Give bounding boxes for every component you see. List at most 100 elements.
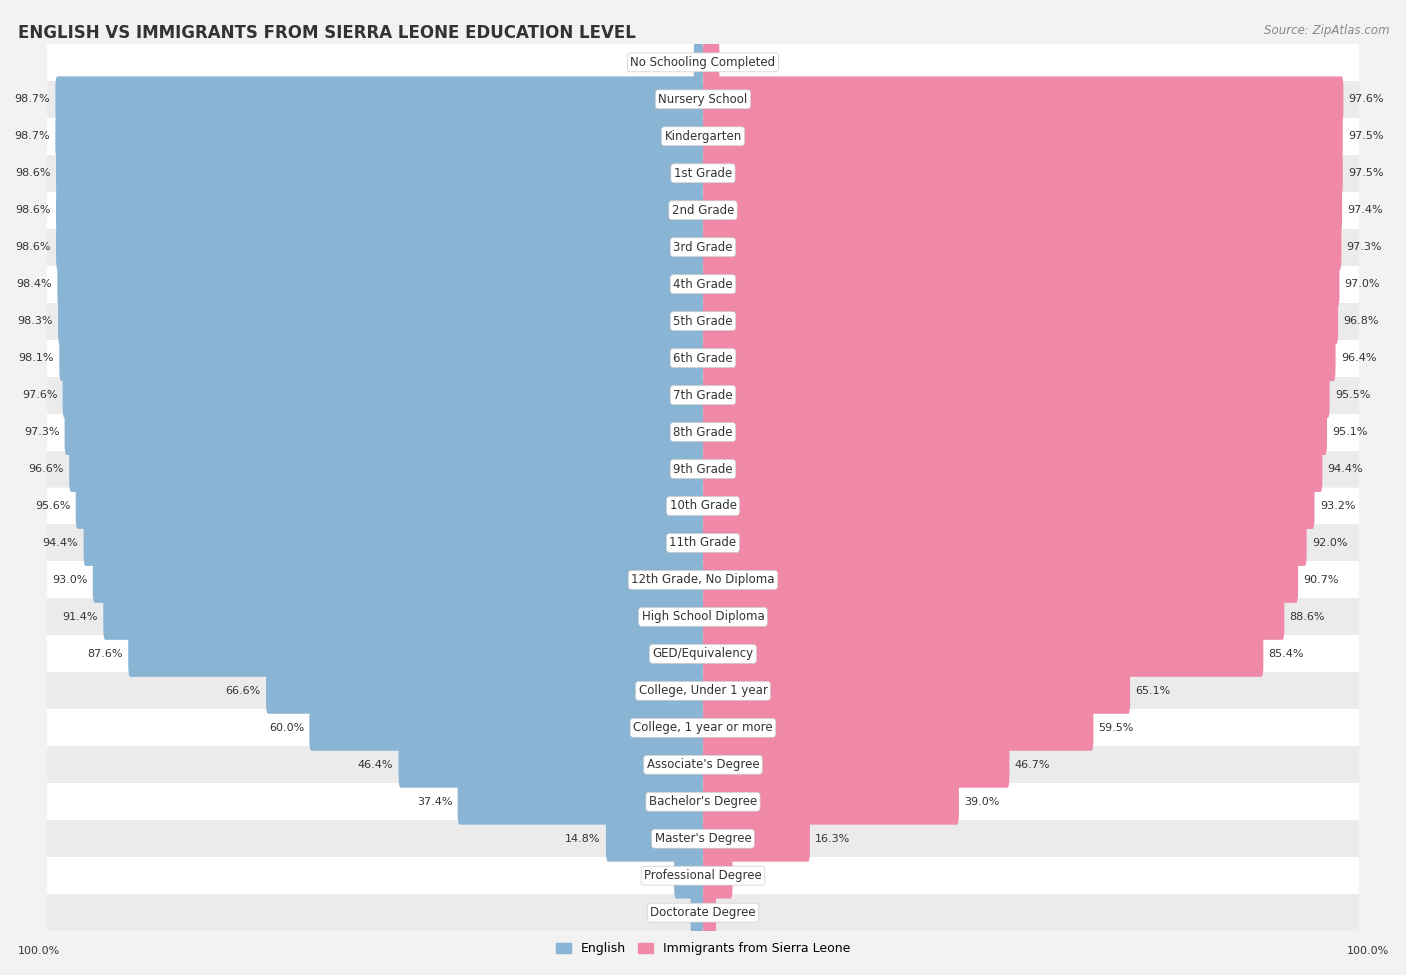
FancyBboxPatch shape [703,113,1343,159]
Text: Associate's Degree: Associate's Degree [647,759,759,771]
FancyBboxPatch shape [703,447,1323,492]
Text: 1.4%: 1.4% [661,58,689,67]
Text: 95.5%: 95.5% [1334,390,1371,400]
FancyBboxPatch shape [690,890,703,936]
Text: 1st Grade: 1st Grade [673,167,733,179]
Text: 4th Grade: 4th Grade [673,278,733,291]
Text: 14.8%: 14.8% [565,834,600,843]
Text: 60.0%: 60.0% [269,722,304,733]
Bar [46,599,1360,636]
Text: 88.6%: 88.6% [1289,612,1324,622]
FancyBboxPatch shape [703,187,1343,233]
Text: GED/Equivalency: GED/Equivalency [652,647,754,660]
FancyBboxPatch shape [673,853,703,899]
Text: 8th Grade: 8th Grade [673,425,733,439]
FancyBboxPatch shape [703,483,1315,528]
Text: 93.0%: 93.0% [52,575,87,585]
FancyBboxPatch shape [703,520,1306,566]
Bar [46,525,1360,562]
Text: High School Diploma: High School Diploma [641,610,765,623]
FancyBboxPatch shape [703,298,1339,344]
Bar [46,118,1360,155]
Text: ENGLISH VS IMMIGRANTS FROM SIERRA LEONE EDUCATION LEVEL: ENGLISH VS IMMIGRANTS FROM SIERRA LEONE … [18,24,636,42]
Bar [46,265,1360,302]
Bar [46,302,1360,339]
FancyBboxPatch shape [55,113,703,159]
FancyBboxPatch shape [703,261,1340,307]
Text: 66.6%: 66.6% [225,685,260,696]
Text: 98.1%: 98.1% [18,353,53,363]
Text: 5th Grade: 5th Grade [673,315,733,328]
FancyBboxPatch shape [128,631,703,677]
Text: 2.5%: 2.5% [724,58,754,67]
Text: 98.7%: 98.7% [14,95,51,104]
Text: 4.4%: 4.4% [640,871,669,880]
Text: College, Under 1 year: College, Under 1 year [638,684,768,697]
FancyBboxPatch shape [56,187,703,233]
Text: 97.4%: 97.4% [1347,205,1384,215]
Text: 90.7%: 90.7% [1303,575,1339,585]
Bar [46,562,1360,599]
FancyBboxPatch shape [55,76,703,122]
Text: No Schooling Completed: No Schooling Completed [630,56,776,69]
Text: 4.5%: 4.5% [738,871,766,880]
Text: 16.3%: 16.3% [815,834,851,843]
FancyBboxPatch shape [56,224,703,270]
FancyBboxPatch shape [693,39,703,85]
Text: 9th Grade: 9th Grade [673,462,733,476]
Text: 85.4%: 85.4% [1268,648,1305,659]
Text: 87.6%: 87.6% [87,648,122,659]
FancyBboxPatch shape [606,816,703,862]
FancyBboxPatch shape [59,335,703,381]
Bar [46,44,1360,81]
Text: 39.0%: 39.0% [965,797,1000,806]
Text: 96.8%: 96.8% [1343,316,1379,327]
Text: 37.4%: 37.4% [416,797,453,806]
Text: 98.7%: 98.7% [14,132,51,141]
Text: 59.5%: 59.5% [1098,722,1135,733]
Text: 65.1%: 65.1% [1136,685,1171,696]
FancyBboxPatch shape [703,742,1010,788]
Bar [46,376,1360,413]
Text: 96.6%: 96.6% [28,464,63,474]
Text: 97.6%: 97.6% [22,390,58,400]
Text: 94.4%: 94.4% [42,538,79,548]
Bar [46,820,1360,857]
Text: 12th Grade, No Diploma: 12th Grade, No Diploma [631,573,775,586]
Text: 7th Grade: 7th Grade [673,389,733,402]
FancyBboxPatch shape [56,150,703,196]
Bar [46,857,1360,894]
Text: College, 1 year or more: College, 1 year or more [633,722,773,734]
Bar [46,450,1360,488]
Legend: English, Immigrants from Sierra Leone: English, Immigrants from Sierra Leone [551,937,855,960]
FancyBboxPatch shape [703,705,1094,751]
Text: Professional Degree: Professional Degree [644,869,762,882]
FancyBboxPatch shape [58,261,703,307]
Text: 6th Grade: 6th Grade [673,352,733,365]
Text: 98.3%: 98.3% [17,316,53,327]
Text: 97.5%: 97.5% [1348,132,1384,141]
Bar [46,488,1360,525]
Text: 11th Grade: 11th Grade [669,536,737,550]
FancyBboxPatch shape [703,76,1343,122]
Text: 97.3%: 97.3% [24,427,59,437]
FancyBboxPatch shape [398,742,703,788]
Bar [46,673,1360,709]
Text: 100.0%: 100.0% [1347,946,1389,956]
FancyBboxPatch shape [703,853,733,899]
Text: 1.9%: 1.9% [657,908,685,917]
Bar [46,339,1360,376]
FancyBboxPatch shape [703,410,1327,455]
Text: 97.0%: 97.0% [1344,279,1381,290]
Text: 46.4%: 46.4% [357,760,394,770]
FancyBboxPatch shape [703,557,1298,603]
FancyBboxPatch shape [93,557,703,603]
FancyBboxPatch shape [703,779,959,825]
Text: 100.0%: 100.0% [18,946,60,956]
Bar [46,746,1360,783]
FancyBboxPatch shape [703,631,1264,677]
Text: Nursery School: Nursery School [658,93,748,106]
Text: 96.4%: 96.4% [1341,353,1376,363]
FancyBboxPatch shape [309,705,703,751]
Text: 93.2%: 93.2% [1320,501,1355,511]
